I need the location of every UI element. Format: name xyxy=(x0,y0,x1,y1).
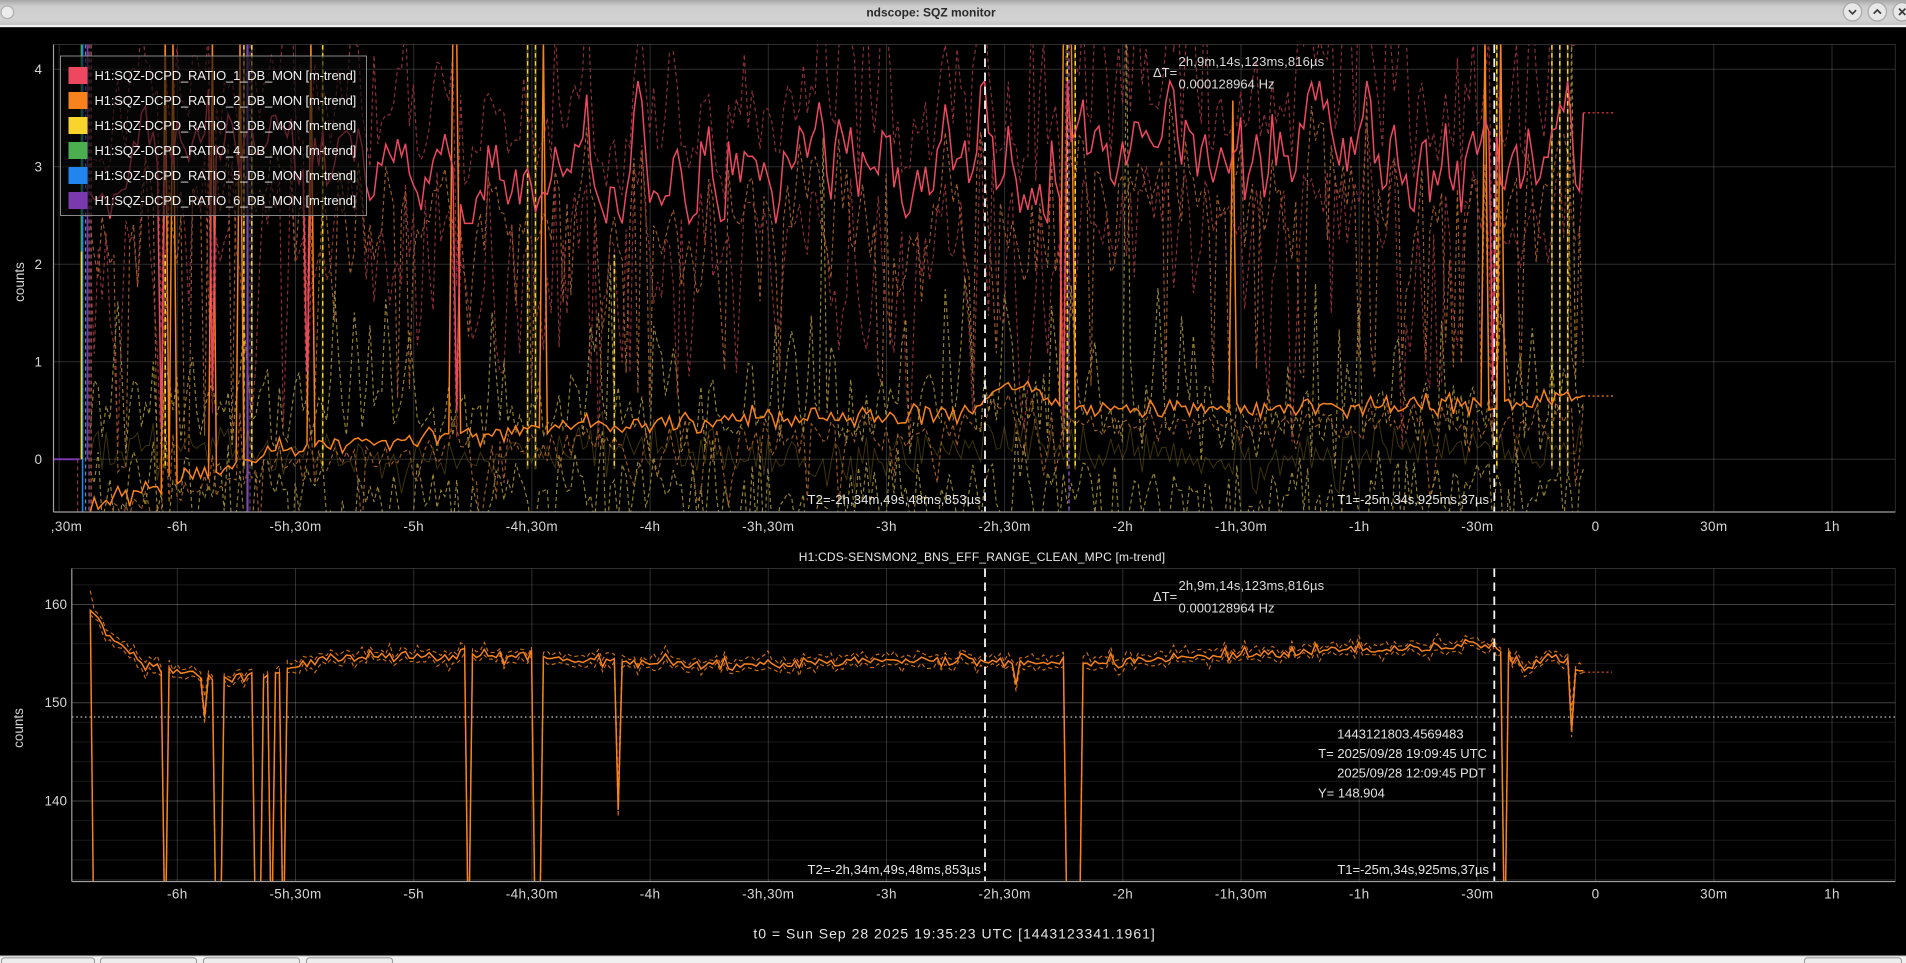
svg-text:-2h,30m: -2h,30m xyxy=(978,887,1030,902)
svg-text:0.000128964 Hz: 0.000128964 Hz xyxy=(1179,77,1275,92)
svg-text:-6h: -6h xyxy=(167,519,188,534)
svg-text:-5h: -5h xyxy=(403,519,424,534)
svg-text:T= 2025/09/28 19:09:45 UTC: T= 2025/09/28 19:09:45 UTC xyxy=(1318,746,1487,761)
svg-text:-3h: -3h xyxy=(876,519,897,534)
svg-text:-3h,30m: -3h,30m xyxy=(742,887,794,902)
svg-text:-5h,30m: -5h,30m xyxy=(269,519,321,534)
svg-text:-2h: -2h xyxy=(1112,887,1133,902)
svg-text:H1:SQZ-DCPD_RATIO_6_DB_MON [m-: H1:SQZ-DCPD_RATIO_6_DB_MON [m-trend] xyxy=(95,193,357,208)
svg-text:30m: 30m xyxy=(1700,887,1727,902)
svg-text:T1=-25m,34s,925ms,37µs: T1=-25m,34s,925ms,37µs xyxy=(1337,492,1489,507)
svg-text:Y= 148.904: Y= 148.904 xyxy=(1318,786,1385,801)
svg-text:H1:SQZ-DCPD_RATIO_3_DB_MON [m-: H1:SQZ-DCPD_RATIO_3_DB_MON [m-trend] xyxy=(95,118,357,133)
svg-text:T1=-25m,34s,925ms,37µs: T1=-25m,34s,925ms,37µs xyxy=(1337,862,1489,877)
svg-text:1h: 1h xyxy=(1824,519,1840,534)
svg-text:2h,9m,14s,123ms,816µs: 2h,9m,14s,123ms,816µs xyxy=(1179,578,1325,593)
svg-text:T2=-2h,34m,49s,48ms,853µs: T2=-2h,34m,49s,48ms,853µs xyxy=(808,862,982,877)
svg-text:H1:SQZ-DCPD_RATIO_4_DB_MON [m-: H1:SQZ-DCPD_RATIO_4_DB_MON [m-trend] xyxy=(95,143,357,158)
svg-text:-1h: -1h xyxy=(1349,519,1370,534)
svg-text:H1:SQZ-DCPD_RATIO_1_DB_MON [m-: H1:SQZ-DCPD_RATIO_1_DB_MON [m-trend] xyxy=(95,68,357,83)
svg-text:-2h: -2h xyxy=(1112,519,1133,534)
svg-text:ΔT=: ΔT= xyxy=(1153,65,1177,80)
svg-text:150: 150 xyxy=(44,695,67,710)
svg-text:ndscope: SQZ monitor: ndscope: SQZ monitor xyxy=(866,6,996,20)
svg-text:-1h: -1h xyxy=(1349,887,1370,902)
svg-text:H1:CDS-SENSMON2_BNS_EFF_RANGE_: H1:CDS-SENSMON2_BNS_EFF_RANGE_CLEAN_MPC … xyxy=(799,550,1166,564)
svg-text:-1h,30m: -1h,30m xyxy=(1215,887,1267,902)
svg-text:-4h: -4h xyxy=(640,519,661,534)
svg-text:2: 2 xyxy=(34,257,42,272)
svg-text:1h: 1h xyxy=(1824,887,1840,902)
svg-text:-30m: -30m xyxy=(1461,887,1493,902)
svg-text:-6h: -6h xyxy=(167,887,188,902)
svg-text:-4h: -4h xyxy=(640,887,661,902)
svg-text:160: 160 xyxy=(44,597,67,612)
svg-text:counts: counts xyxy=(12,262,27,302)
svg-text:2h,9m,14s,123ms,816µs: 2h,9m,14s,123ms,816µs xyxy=(1179,54,1325,69)
svg-text:counts: counts xyxy=(11,708,26,748)
svg-text:2025/09/28 12:09:45 PDT: 2025/09/28 12:09:45 PDT xyxy=(1337,766,1486,781)
svg-text:-4h,30m: -4h,30m xyxy=(506,887,558,902)
svg-text:0.000128964 Hz: 0.000128964 Hz xyxy=(1179,601,1275,616)
svg-text:0: 0 xyxy=(1592,519,1600,534)
svg-text:t0 = Sun Sep 28 2025 19:35:23: t0 = Sun Sep 28 2025 19:35:23 UTC [14431… xyxy=(753,926,1155,942)
svg-text:4: 4 xyxy=(34,62,42,77)
svg-text:ΔT=: ΔT= xyxy=(1153,589,1177,604)
svg-text:30m: 30m xyxy=(1700,519,1727,534)
svg-text:H1:SQZ-DCPD_RATIO_2_DB_MON [m-: H1:SQZ-DCPD_RATIO_2_DB_MON [m-trend] xyxy=(95,93,357,108)
svg-text:-5h,30m: -5h,30m xyxy=(269,887,321,902)
svg-text:1443121803.4569483: 1443121803.4569483 xyxy=(1337,727,1464,742)
svg-text:-30m: -30m xyxy=(1461,519,1493,534)
svg-text:-4h,30m: -4h,30m xyxy=(506,519,558,534)
svg-text:0: 0 xyxy=(34,452,42,467)
svg-text:-1h,30m: -1h,30m xyxy=(1215,519,1267,534)
svg-text:-5h: -5h xyxy=(403,887,424,902)
svg-text:-2h,30m: -2h,30m xyxy=(978,519,1030,534)
svg-text:-3h: -3h xyxy=(876,887,897,902)
svg-text:3: 3 xyxy=(34,159,42,174)
svg-text:-3h,30m: -3h,30m xyxy=(742,519,794,534)
svg-text:T2=-2h,34m,49s,48ms,853µs: T2=-2h,34m,49s,48ms,853µs xyxy=(808,492,982,507)
svg-text:140: 140 xyxy=(44,794,67,809)
svg-text:0: 0 xyxy=(1592,887,1600,902)
svg-text:,30m: ,30m xyxy=(51,519,83,534)
svg-text:H1:SQZ-DCPD_RATIO_5_DB_MON [m-: H1:SQZ-DCPD_RATIO_5_DB_MON [m-trend] xyxy=(95,168,357,183)
svg-text:1: 1 xyxy=(34,354,42,369)
